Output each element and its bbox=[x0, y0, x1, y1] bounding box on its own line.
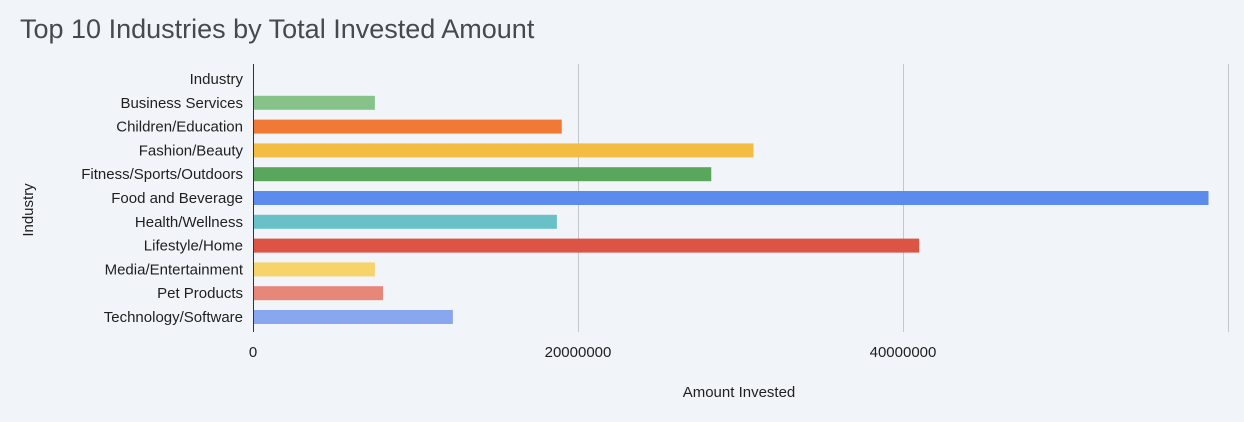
bars bbox=[254, 95, 1209, 324]
y-tick-label-pet-products: Pet Products bbox=[157, 285, 243, 302]
y-tick-label-health-wellness: Health/Wellness bbox=[135, 214, 243, 231]
x-tick-label-1: 20000000 bbox=[545, 344, 612, 361]
bar-lifestyle-home bbox=[254, 238, 920, 253]
y-tick-label-industry: Industry bbox=[190, 71, 244, 88]
x-tick-label-2: 40000000 bbox=[870, 344, 937, 361]
bar-media-entertainment bbox=[254, 262, 375, 277]
bar-technology-software bbox=[254, 310, 453, 324]
chart-title: Top 10 Industries by Total Invested Amou… bbox=[20, 14, 535, 44]
y-tick-label-technology-software: Technology/Software bbox=[104, 309, 243, 326]
y-tick-label-fashion-beauty: Fashion/Beauty bbox=[139, 142, 244, 159]
bar-food-and-beverage bbox=[254, 191, 1209, 205]
y-tick-label-lifestyle-home: Lifestyle/Home bbox=[144, 238, 243, 255]
bar-health-wellness bbox=[254, 214, 557, 229]
bar-children-education bbox=[254, 119, 562, 134]
x-tick-labels: 0 20000000 40000000 bbox=[249, 344, 937, 361]
y-tick-labels: Industry Business Services Children/Educat… bbox=[81, 71, 244, 326]
y-tick-label-business-services: Business Services bbox=[120, 95, 243, 112]
bar-fashion-beauty bbox=[254, 143, 754, 158]
bar-fitness-sports-outdoors bbox=[254, 167, 712, 182]
y-tick-label-media-entertainment: Media/Entertainment bbox=[105, 261, 244, 278]
bar-pet-products bbox=[254, 286, 383, 301]
x-axis-title: Amount Invested bbox=[683, 384, 796, 401]
bar-business-services bbox=[254, 95, 375, 110]
y-tick-label-food-and-beverage: Food and Beverage bbox=[111, 190, 243, 207]
y-tick-label-children-education: Children/Education bbox=[116, 119, 243, 136]
y-axis-title: Industry bbox=[20, 183, 37, 237]
y-tick-label-fitness-sports-outdoors: Fitness/Sports/Outdoors bbox=[81, 166, 243, 183]
x-tick-label-0: 0 bbox=[249, 344, 257, 361]
